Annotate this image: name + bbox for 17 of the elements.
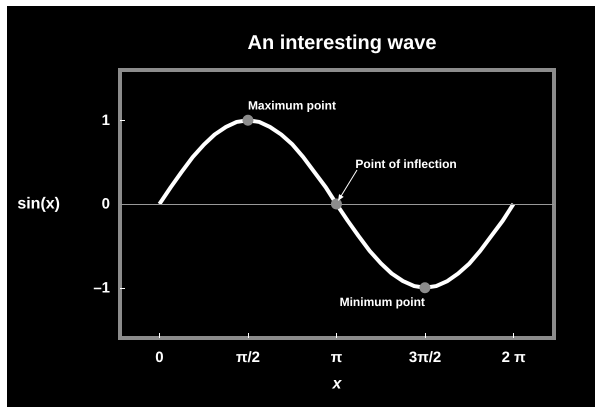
point (330, 198, 342, 210)
x-axis-title: x (332, 376, 343, 392)
annotation: Maximum point (248, 98, 336, 112)
chart-title: An interesting wave (248, 32, 436, 54)
annotation: Minimum point (340, 294, 425, 309)
y-tick-label: 1 (102, 112, 110, 129)
annotation: Point of inflection (355, 157, 457, 171)
x-tick-label: π/2 (236, 349, 260, 366)
x-tick-label: 0 (155, 349, 164, 366)
x-tick-label: π (330, 349, 343, 366)
y-tick-label: 0 (102, 196, 110, 212)
point (242, 114, 254, 126)
x-tick-label: 3π/2 (408, 349, 442, 366)
y-tick-label: –1 (93, 279, 110, 296)
y-axis-title: sin(x) (17, 196, 60, 212)
point (419, 282, 430, 294)
x-tick-label: 2 π (502, 349, 526, 366)
